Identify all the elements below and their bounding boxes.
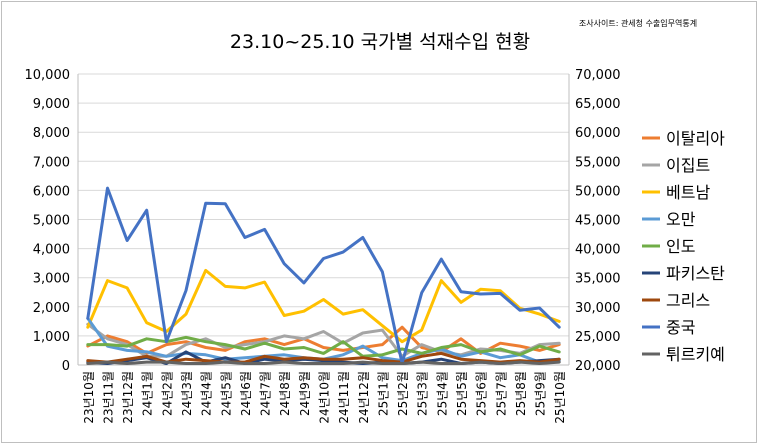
x-tick-label: 25년2월	[396, 371, 410, 416]
source-note: 조사사이트: 관세청 수출입무역통계	[579, 18, 697, 28]
x-tick-label: 25년9월	[534, 371, 548, 416]
x-axis-ticks: 23년10월 23년11월 23년12월 24년1월 24년2월 24년3월 24년4월 24…	[82, 371, 567, 424]
x-tick-label: 24년9월	[298, 371, 312, 416]
y-left-tick-label: 0	[62, 359, 70, 374]
y-left-tick-label: 4,000	[33, 243, 70, 258]
legend-label: 파키스탄	[666, 264, 725, 283]
x-tick-label: 23년12월	[121, 371, 135, 424]
legend-label: 이탈리아	[666, 129, 725, 148]
y-left-tick-label: 1,000	[33, 330, 70, 345]
x-tick-label: 24년8월	[278, 371, 292, 416]
y-right-tick-label: 30,000	[575, 301, 621, 316]
y-right-tick-label: 40,000	[575, 243, 621, 258]
x-tick-label: 24년3월	[180, 371, 194, 416]
legend-label: 중국	[666, 318, 695, 337]
legend-label: 베트남	[666, 183, 710, 202]
x-tick-label: 24년6월	[239, 371, 253, 416]
y-right-tick-label: 70,000	[575, 68, 621, 83]
y-left-tick-label: 7,000	[33, 155, 70, 170]
x-tick-label: 25년4월	[435, 371, 449, 416]
x-tick-label: 24년7월	[259, 371, 273, 416]
series-line-중국	[86, 186, 561, 365]
y-right-tick-label: 25,000	[575, 330, 621, 345]
y-right-tick-label: 60,000	[575, 126, 621, 141]
gridlines	[78, 73, 569, 337]
y-left-tick-label: 10,000	[25, 68, 71, 83]
y-left-tick-label: 9,000	[33, 97, 70, 112]
y-right-tick-label: 20,000	[575, 359, 621, 374]
x-tick-label: 24년5월	[219, 371, 233, 416]
legend-label: 그리스	[666, 291, 710, 310]
x-tick-label: 24년2월	[160, 371, 174, 416]
y-axis-right-ticks: 20,000 25,000 30,000 35,000 40,000 45,000 50,0…	[575, 68, 621, 374]
x-tick-label: 24년1월	[141, 371, 155, 416]
y-right-tick-label: 45,000	[575, 214, 621, 229]
x-tick-label: 23년11월	[101, 371, 115, 424]
series-lines	[86, 186, 561, 365]
y-right-tick-label: 50,000	[575, 184, 621, 199]
legend-label: 인도	[666, 237, 695, 256]
y-left-tick-label: 5,000	[33, 214, 70, 229]
x-tick-label: 24년12월	[357, 371, 371, 424]
x-tick-label: 25년3월	[416, 371, 430, 416]
x-tick-label: 25년1월	[376, 371, 390, 416]
y-left-tick-label: 6,000	[33, 184, 70, 199]
y-left-tick-label: 2,000	[33, 301, 70, 316]
y-right-tick-label: 55,000	[575, 155, 621, 170]
y-axis-left-ticks: 0 1,000 2,000 3,000 4,000 5,000 6,000 7,000 8,00…	[25, 68, 71, 374]
x-tick-label: 24년10월	[318, 371, 332, 424]
x-tick-label: 25년10월	[553, 371, 567, 424]
x-tick-label: 25년5월	[455, 371, 469, 416]
chart-title: 23.10~25.10 국가별 석재수입 현황	[230, 31, 530, 53]
x-tick-label: 24년11월	[337, 371, 351, 424]
x-tick-label: 25년6월	[475, 371, 489, 416]
legend-label: 오만	[666, 210, 696, 229]
x-tick-label: 25년7월	[494, 371, 508, 416]
x-tick-label: 25년8월	[514, 371, 528, 416]
x-tick-label: 23년10월	[82, 371, 96, 424]
y-right-tick-label: 35,000	[575, 272, 621, 287]
legend-label: 튀르키예	[666, 345, 725, 364]
y-left-tick-label: 3,000	[33, 272, 70, 287]
y-right-tick-label: 65,000	[575, 97, 621, 112]
legend-label: 이집트	[666, 156, 710, 175]
series-line-베트남	[86, 268, 561, 344]
series-line-튀르키예	[86, 360, 561, 365]
y-left-tick-label: 8,000	[33, 126, 70, 141]
x-tick-label: 24년4월	[200, 371, 214, 416]
